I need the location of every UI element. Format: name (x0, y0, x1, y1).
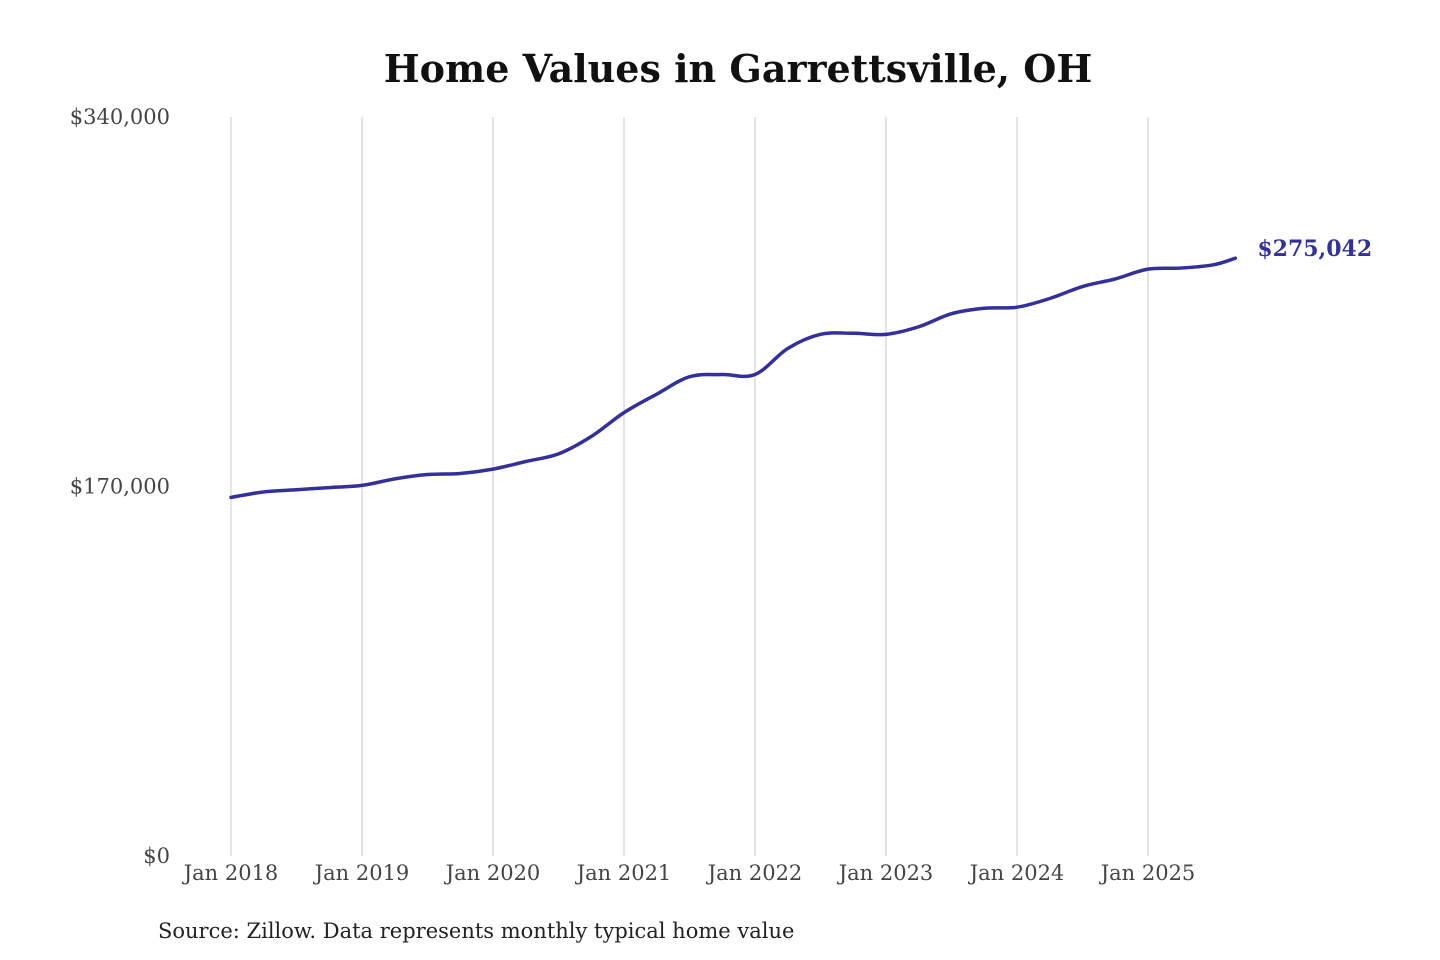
x-tick-label: Jan 2022 (706, 861, 803, 885)
chart-title: Home Values in Garrettsville, OH (384, 46, 1092, 91)
series-group (229, 256, 1238, 500)
y-tick-label: $170,000 (70, 475, 170, 499)
x-tick-label: Jan 2019 (313, 861, 410, 885)
last-value-label: $275,042 (1257, 236, 1372, 262)
x-tick-label: Jan 2021 (575, 861, 672, 885)
y-axis-ticks: $0 $170,000 $340,000 (70, 105, 170, 868)
x-tick-label: Jan 2025 (1099, 861, 1196, 885)
x-axis-ticks: Jan 2018 Jan 2019 Jan 2020 Jan 2021 Jan 2022… (182, 861, 1196, 885)
y-tick-label: $340,000 (70, 105, 170, 129)
source-note: Source: Zillow. Data represents monthly … (158, 919, 794, 943)
grid-lines (230, 117, 1149, 856)
y-tick-label: $0 (143, 844, 170, 868)
x-tick-label: Jan 2024 (968, 861, 1065, 885)
x-tick-label: Jan 2020 (444, 861, 541, 885)
series-line (229, 256, 1238, 500)
x-tick-label: Jan 2018 (182, 861, 279, 885)
x-tick-label: Jan 2023 (837, 861, 934, 885)
